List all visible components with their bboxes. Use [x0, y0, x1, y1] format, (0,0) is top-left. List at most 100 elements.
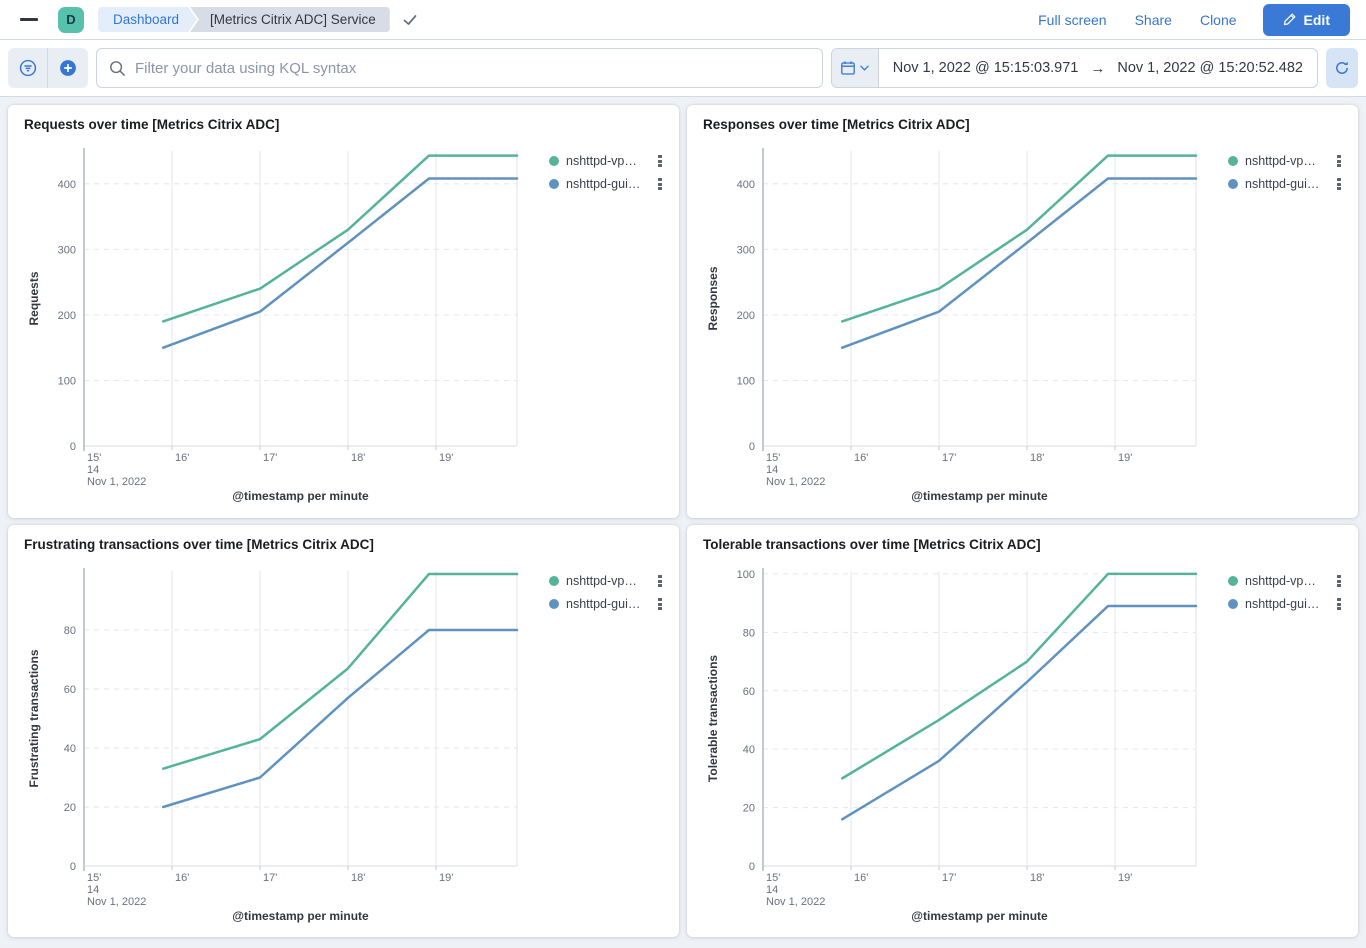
svg-text:14: 14	[766, 884, 778, 896]
breadcrumb-current-dashboard[interactable]: [Metrics Citrix ADC] Service	[190, 7, 390, 32]
svg-text:17': 17'	[942, 872, 956, 884]
svg-text:18': 18'	[1030, 452, 1044, 464]
svg-text:@timestamp per minute: @timestamp per minute	[232, 489, 369, 503]
svg-text:19': 19'	[1118, 452, 1132, 464]
legend-actions-icon[interactable]	[657, 176, 663, 192]
series-color-dot	[1228, 156, 1238, 167]
legend-label: nshttpd-vp…	[566, 154, 637, 169]
clone-button[interactable]: Clone	[1199, 11, 1237, 28]
svg-text:Nov 1, 2022: Nov 1, 2022	[766, 476, 825, 488]
svg-text:80: 80	[64, 625, 76, 637]
add-filter-button[interactable]	[48, 48, 88, 88]
end-date-button[interactable]: Nov 1, 2022 @ 15:20:52.482	[1117, 60, 1303, 76]
legend-actions-icon[interactable]	[657, 573, 663, 589]
legend-actions-icon[interactable]	[657, 153, 663, 169]
legend-actions-icon[interactable]	[1336, 573, 1342, 589]
series-color-dot	[549, 179, 559, 190]
svg-text:@timestamp per minute: @timestamp per minute	[232, 909, 369, 923]
svg-text:100: 100	[58, 375, 76, 387]
series-color-dot	[1228, 599, 1238, 610]
legend-label: nshttpd-vp…	[1245, 154, 1316, 169]
panel-title: Frustrating transactions over time [Metr…	[24, 537, 374, 552]
legend: nshttpd-vp… nshttpd-gui…	[549, 143, 663, 511]
refresh-button[interactable]	[1326, 48, 1358, 88]
svg-text:200: 200	[737, 310, 755, 322]
svg-text:0: 0	[749, 861, 755, 873]
series-color-dot	[1228, 179, 1238, 190]
legend-actions-icon[interactable]	[1336, 596, 1342, 612]
legend-item[interactable]: nshttpd-gui…	[549, 596, 663, 612]
legend: nshttpd-vp… nshttpd-gui…	[1228, 143, 1342, 511]
svg-text:Responses: Responses	[706, 266, 720, 330]
legend-actions-icon[interactable]	[1336, 176, 1342, 192]
svg-text:60: 60	[64, 684, 76, 696]
full-screen-button[interactable]: Full screen	[1038, 11, 1107, 28]
space-avatar[interactable]: D	[58, 6, 84, 33]
svg-text:16': 16'	[854, 872, 868, 884]
breadcrumb-dashboard[interactable]: Dashboard	[98, 7, 197, 32]
panel-frustrating-transactions: Frustrating transactions over time [Metr…	[8, 525, 679, 937]
check-icon	[402, 12, 418, 28]
panel-responses-over-time: Responses over time [Metrics Citrix ADC]…	[687, 105, 1358, 518]
share-button[interactable]: Share	[1134, 11, 1172, 28]
legend: nshttpd-vp… nshttpd-gui…	[549, 563, 663, 931]
svg-text:40: 40	[743, 744, 755, 756]
legend-label: nshttpd-gui…	[1245, 177, 1320, 192]
saved-query-filter-button[interactable]	[8, 48, 48, 88]
legend-item[interactable]: nshttpd-vp…	[1228, 573, 1342, 589]
start-date-button[interactable]: Nov 1, 2022 @ 15:15:03.971	[892, 60, 1079, 76]
calendar-toggle-button[interactable]	[831, 49, 879, 87]
svg-text:100: 100	[737, 569, 755, 581]
legend-label: nshttpd-gui…	[566, 177, 641, 192]
svg-text:14: 14	[87, 464, 99, 476]
svg-text:15': 15'	[87, 872, 101, 884]
legend-item[interactable]: nshttpd-gui…	[1228, 596, 1342, 612]
legend-actions-icon[interactable]	[1336, 153, 1342, 169]
svg-text:Nov 1, 2022: Nov 1, 2022	[766, 896, 825, 908]
svg-text:14: 14	[766, 464, 778, 476]
kql-search-field	[96, 48, 823, 88]
svg-text:17': 17'	[942, 452, 956, 464]
svg-text:100: 100	[737, 375, 755, 387]
legend-item[interactable]: nshttpd-vp…	[549, 573, 663, 589]
legend-item[interactable]: nshttpd-vp…	[1228, 153, 1342, 169]
svg-text:@timestamp per minute: @timestamp per minute	[911, 489, 1048, 503]
pencil-icon	[1283, 13, 1296, 26]
svg-text:200: 200	[58, 310, 76, 322]
series-color-dot	[1228, 576, 1238, 587]
arrow-right-icon: →	[1090, 59, 1106, 77]
breadcrumb: Dashboard [Metrics Citrix ADC] Service	[98, 7, 418, 32]
svg-text:17': 17'	[263, 452, 277, 464]
legend-label: nshttpd-vp…	[1245, 574, 1316, 589]
legend-actions-icon[interactable]	[657, 596, 663, 612]
query-bar: Nov 1, 2022 @ 15:15:03.971 → Nov 1, 2022…	[0, 40, 1366, 97]
series-color-dot	[549, 599, 559, 610]
menu-icon[interactable]	[10, 0, 48, 40]
svg-text:40: 40	[64, 743, 76, 755]
svg-text:Frustrating transactions: Frustrating transactions	[27, 649, 41, 787]
svg-text:300: 300	[58, 244, 76, 256]
legend: nshttpd-vp… nshttpd-gui…	[1228, 563, 1342, 931]
legend-item[interactable]: nshttpd-vp…	[549, 153, 663, 169]
edit-button[interactable]: Edit	[1262, 3, 1350, 36]
top-navigation-bar: D Dashboard [Metrics Citrix ADC] Service…	[0, 0, 1366, 40]
series-color-dot	[549, 576, 559, 587]
search-input[interactable]	[135, 59, 810, 77]
svg-text:Tolerable transactions: Tolerable transactions	[706, 655, 720, 782]
svg-text:16': 16'	[175, 872, 189, 884]
svg-text:16': 16'	[854, 452, 868, 464]
svg-text:0: 0	[749, 441, 755, 453]
filter-icon	[19, 59, 36, 77]
legend-item[interactable]: nshttpd-gui…	[549, 176, 663, 192]
svg-text:20: 20	[743, 803, 755, 815]
legend-item[interactable]: nshttpd-gui…	[1228, 176, 1342, 192]
svg-text:20: 20	[64, 802, 76, 814]
date-range: Nov 1, 2022 @ 15:15:03.971 → Nov 1, 2022…	[879, 49, 1317, 87]
svg-text:400: 400	[58, 179, 76, 191]
svg-text:0: 0	[70, 861, 76, 873]
panel-tolerable-transactions: Tolerable transactions over time [Metric…	[687, 525, 1358, 937]
series-color-dot	[549, 156, 559, 167]
